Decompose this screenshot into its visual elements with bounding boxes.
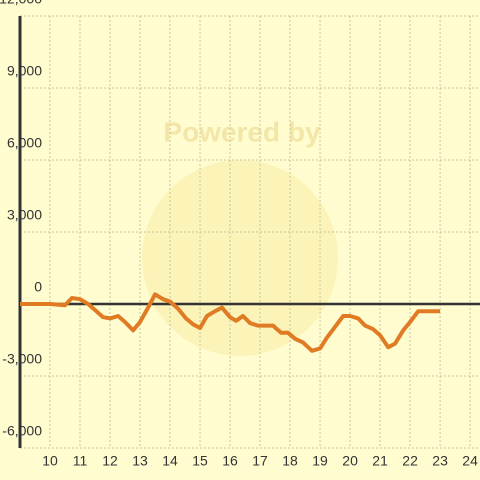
x-tick-label: 16 (222, 453, 238, 469)
y-tick-label: 0 (34, 279, 42, 295)
x-tick-label: 15 (192, 453, 208, 469)
x-tick-label: 12 (102, 453, 118, 469)
x-tick-label: 14 (162, 453, 178, 469)
watermark: Powered by (163, 116, 321, 147)
x-tick-label: 10 (42, 453, 58, 469)
x-tick-label: 19 (312, 453, 328, 469)
watermark-logo (142, 160, 338, 356)
y-tick-label: 12,000 (0, 0, 42, 7)
y-tick-label: 3,000 (7, 207, 42, 223)
x-tick-label: 11 (73, 453, 88, 469)
x-tick-label: 18 (282, 453, 298, 469)
x-tick-label: 21 (372, 453, 388, 469)
x-tick-label: 17 (252, 453, 268, 469)
y-tick-label: -3,000 (2, 351, 42, 367)
data-line (20, 292, 441, 353)
y-tick-label: 6,000 (7, 135, 42, 151)
y-tick-label: 9,000 (7, 63, 42, 79)
x-tick-label: 22 (402, 453, 418, 469)
x-tick-label: 24 (462, 453, 478, 469)
x-tick-label: 23 (432, 453, 448, 469)
x-tick-label: 13 (132, 453, 148, 469)
y-tick-label: -6,000 (2, 423, 42, 439)
x-tick-label: 20 (342, 453, 358, 469)
